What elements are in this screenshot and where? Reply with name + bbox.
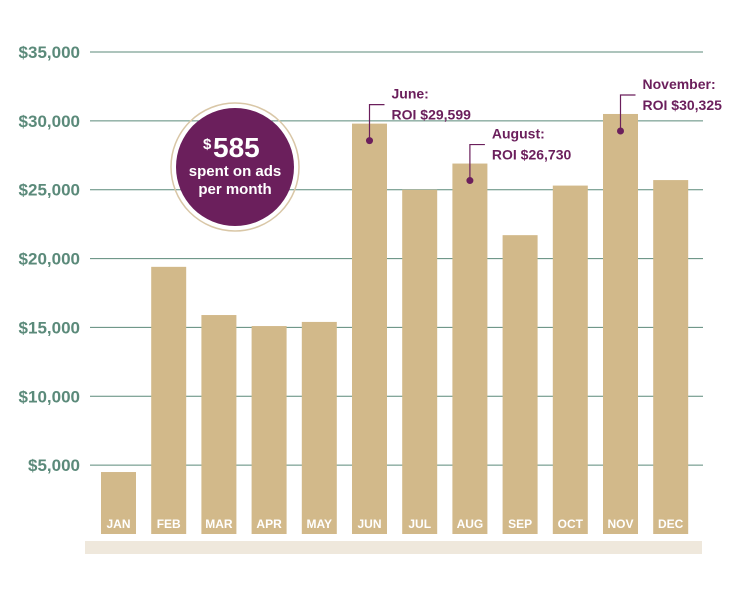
annotation-leader-line — [619, 94, 636, 131]
badge-currency: $ — [203, 136, 212, 153]
bars — [101, 113, 689, 535]
roi-annotations: June: ROI $29,599 August: ROI $26,730 Novemb… — [366, 76, 722, 185]
y-tick-label: $35,000 — [19, 43, 80, 62]
badge-outer-ring — [170, 102, 300, 232]
x-tick-label: DEC — [658, 517, 684, 531]
annotation-leader-line — [469, 143, 485, 181]
x-axis-tick-labels: JAN FEB MAR APR MAY JUN JUL AUG SEP OCT NOV DEC — [106, 517, 683, 531]
bar-nov — [603, 113, 638, 534]
x-tick-label: AUG — [457, 517, 484, 531]
annotation-leader-line — [368, 104, 385, 141]
bar-jun — [352, 123, 387, 535]
badge-circle — [176, 108, 294, 226]
y-tick-label: $15,000 — [19, 318, 80, 337]
bar-apr — [251, 326, 287, 534]
annotation-dot — [366, 137, 373, 145]
y-tick-label: $10,000 — [19, 387, 80, 406]
annotation-nov: November: ROI $30,325 — [617, 76, 722, 135]
bar-jul — [402, 189, 438, 534]
annotation-title: June: — [392, 86, 429, 102]
bar-jan — [101, 472, 136, 534]
badge-line-2: per month — [198, 181, 271, 198]
annotation-roi: ROI $29,599 — [392, 107, 472, 123]
bar-mar — [201, 315, 237, 534]
bar-sep — [502, 235, 538, 534]
y-tick-label: $30,000 — [19, 112, 80, 131]
x-tick-label: OCT — [558, 517, 584, 531]
annotation-jun: June: ROI $29,599 — [366, 86, 471, 145]
y-axis-tick-labels: $5,000 $10,000 $15,000 $20,000 $25,000 $30,00… — [19, 43, 80, 475]
annotation-aug: August: ROI $26,730 — [466, 126, 571, 185]
badge-amount: 585 — [213, 132, 260, 163]
x-tick-label: SEP — [508, 517, 532, 531]
bar-dec — [653, 180, 689, 534]
bar-may — [301, 321, 337, 534]
y-tick-label: $25,000 — [19, 181, 80, 200]
x-tick-label: JAN — [106, 517, 130, 531]
bar-oct — [552, 185, 588, 534]
annotation-roi: ROI $26,730 — [492, 147, 572, 163]
annotation-roi: ROI $30,325 — [643, 97, 723, 113]
x-tick-label: JUN — [357, 517, 381, 531]
annotation-dot — [617, 127, 624, 135]
x-tick-label: JUL — [408, 517, 431, 531]
x-tick-label: APR — [256, 517, 282, 531]
bar-aug — [452, 163, 488, 534]
y-tick-label: $20,000 — [19, 250, 80, 269]
annotation-title: August: — [492, 126, 545, 142]
annotation-title: November: — [643, 76, 716, 92]
x-tick-label: MAR — [205, 517, 233, 531]
badge-line-1: spent on ads — [189, 163, 282, 180]
bar-feb — [151, 266, 187, 534]
x-tick-label: FEB — [157, 517, 181, 531]
ad-spend-badge: $ 585 spent on ads per month — [170, 102, 300, 232]
x-tick-label: MAY — [307, 517, 333, 531]
x-tick-label: NOV — [607, 517, 633, 531]
y-tick-label: $5,000 — [28, 456, 80, 475]
annotation-dot — [466, 177, 474, 185]
baseline-strip — [85, 541, 702, 554]
